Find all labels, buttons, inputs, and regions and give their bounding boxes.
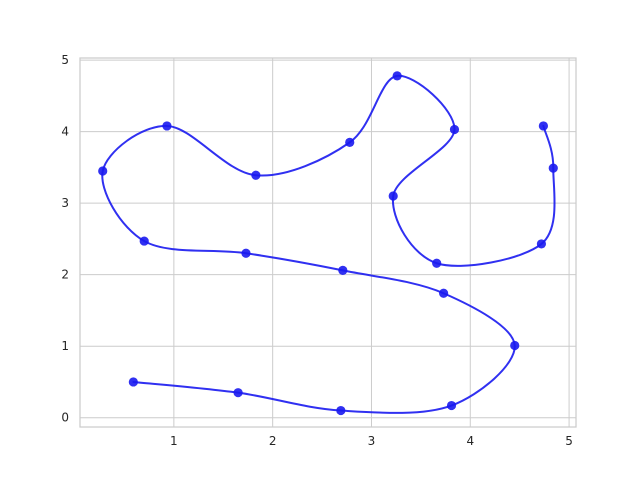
data-point — [338, 265, 348, 275]
data-point — [98, 166, 108, 176]
x-tick-label: 5 — [565, 434, 573, 448]
x-tick-label: 1 — [170, 434, 178, 448]
y-tick-label: 0 — [61, 411, 69, 425]
y-tick-label: 5 — [61, 53, 69, 67]
data-point — [446, 400, 457, 411]
data-point — [139, 236, 149, 246]
data-point — [449, 124, 460, 135]
data-point — [439, 288, 449, 298]
data-point — [251, 170, 261, 180]
y-tick-label: 2 — [61, 268, 69, 282]
data-point — [432, 258, 442, 268]
y-tick-label: 4 — [61, 125, 69, 139]
data-point — [233, 388, 243, 398]
data-point — [510, 340, 520, 351]
data-point — [128, 377, 138, 387]
data-point — [241, 248, 251, 258]
data-point — [536, 239, 547, 249]
data-point — [336, 405, 346, 416]
data-point — [538, 121, 548, 131]
tick-labels: 1 2 3 4 5 0 1 2 3 4 5 — [61, 53, 573, 448]
data-point — [548, 163, 558, 173]
data-point — [345, 137, 355, 147]
data-point — [392, 71, 402, 81]
grid — [80, 58, 576, 427]
series-layer — [98, 71, 558, 416]
axes-frame — [79, 57, 577, 428]
x-tick-label: 2 — [269, 434, 277, 448]
data-point — [162, 121, 172, 131]
x-tick-label: 3 — [368, 434, 376, 448]
y-tick-label: 1 — [61, 339, 69, 353]
data-point — [388, 191, 398, 201]
y-tick-label: 3 — [61, 196, 69, 210]
x-tick-label: 4 — [466, 434, 474, 448]
